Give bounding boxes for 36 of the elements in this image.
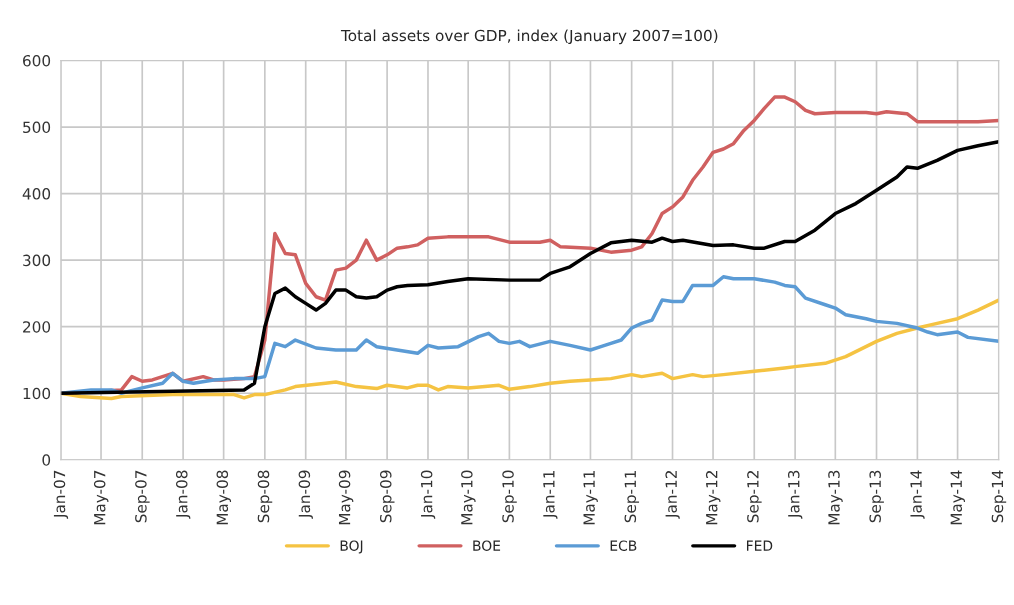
legend-label: ECB [610,540,637,551]
chart-title: Total assets over GDP, index (January 2007=100) [340,29,718,45]
x-tick-label: Sep-11 [624,470,640,523]
y-tick-label: 500 [23,121,51,134]
x-tick-label: May-10 [461,470,476,525]
x-tick-label: Jan-07 [53,470,69,519]
x-tick-label: Sep-09 [379,470,395,523]
legend-label: FED [746,540,773,551]
x-tick-label: May-13 [828,470,843,525]
x-tick-label: May-11 [583,470,598,525]
x-tick-label: Sep-13 [869,470,884,523]
x-tick-label: Jan-09 [298,470,313,519]
y-tick-label: 600 [23,54,51,67]
y-tick-label: 300 [23,254,51,267]
x-tick-label: Sep-14 [991,470,1007,523]
x-tick-label: Jan-10 [420,470,436,519]
y-tick-label: 0 [42,454,51,466]
x-tick-label: Jan-11 [543,470,558,519]
x-tick-label: Jan-14 [910,470,925,519]
x-tick-label: Sep-12 [747,471,762,523]
x-tick-label: Sep-08 [257,470,273,523]
x-tick-label: Sep-10 [502,470,517,523]
legend-label: BOE [473,540,501,551]
y-tick-label: 400 [22,188,51,200]
y-tick-label: 200 [23,321,51,333]
x-tick-label: May-08 [216,470,232,525]
x-tick-label: May-12 [705,471,721,525]
x-tick-label: May-07 [93,470,109,525]
x-tick-label: May-09 [338,470,354,525]
y-tick-label: 100 [23,387,51,400]
x-tick-label: Jan-13 [788,470,803,519]
x-tick-label: May-14 [950,470,965,525]
legend-label: BOJ [340,540,363,554]
x-tick-label: Sep-07 [135,470,150,523]
x-tick-label: Jan-08 [175,470,191,519]
x-tick-label: Jan-12 [665,471,680,519]
